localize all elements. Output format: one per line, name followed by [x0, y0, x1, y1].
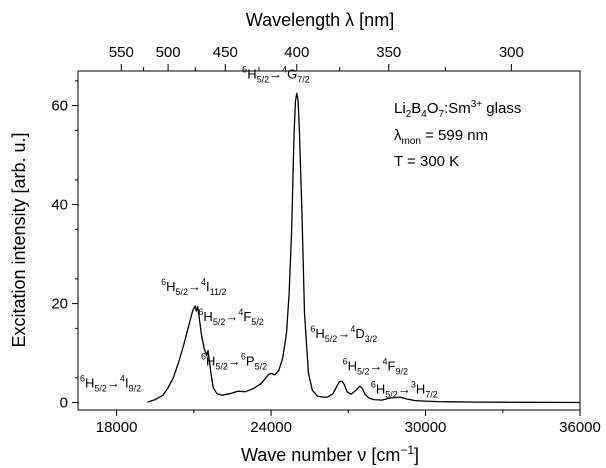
y-tick-label: 20 [51, 296, 68, 313]
monitoring-wavelength: λmon = 599 nm [394, 127, 488, 147]
transition-annotations: 6H5/2→4I9/2 6H5/2→4I11/2 6H5/2→4F5/2 6H5/2→… [80, 64, 438, 399]
axis-tick-labels: 18000 24000 30000 36000 0 20 40 60 550 500 450 400 3… [51, 44, 601, 436]
top-tick-label: 550 [109, 44, 134, 61]
top-tick-label: 450 [213, 44, 238, 61]
x-tick-label: 24000 [250, 419, 292, 436]
y-axis-title: Excitation intensity [arb. u.] [9, 132, 29, 347]
transition-label: 6H5/2→4F9/2 [343, 356, 408, 376]
top-tick-label: 400 [284, 44, 309, 61]
x-tick-label: 18000 [96, 419, 138, 436]
top-tick-label: 350 [376, 44, 401, 61]
y-tick-label: 60 [51, 98, 68, 115]
y-tick-label: 0 [60, 395, 68, 412]
plot-frame [77, 70, 581, 411]
transition-label: 6H5/2→4G7/2 [242, 64, 310, 84]
transition-label: 6H5/2→4D3/2 [310, 324, 377, 344]
x-tick-label: 36000 [559, 419, 601, 436]
transition-label: 6H5/2→3H7/2 [371, 380, 438, 400]
sample-info: Li2B4O7:Sm3+ glass λmon = 599 nm T = 300… [394, 99, 521, 170]
transition-label: 6H5/2→4I9/2 [80, 374, 141, 394]
axis-ticks [72, 64, 581, 416]
sample-composition: Li2B4O7:Sm3+ glass [394, 99, 521, 120]
y-tick-label: 40 [51, 197, 68, 214]
bottom-axis-title: Wave number ν [cm−1] [241, 443, 419, 465]
excitation-spectrum-line [147, 92, 581, 404]
temperature-label: T = 300 K [394, 153, 459, 170]
transition-label: 6H5/2→6P5/2 [201, 351, 267, 371]
transition-label: 6H5/2→4I11/2 [161, 277, 226, 297]
transition-label: 6H5/2→4F5/2 [198, 307, 263, 327]
top-tick-label: 300 [499, 44, 524, 61]
x-tick-label: 30000 [405, 419, 447, 436]
top-tick-label: 500 [156, 44, 181, 61]
top-axis-title: Wavelength λ [nm] [246, 10, 394, 30]
